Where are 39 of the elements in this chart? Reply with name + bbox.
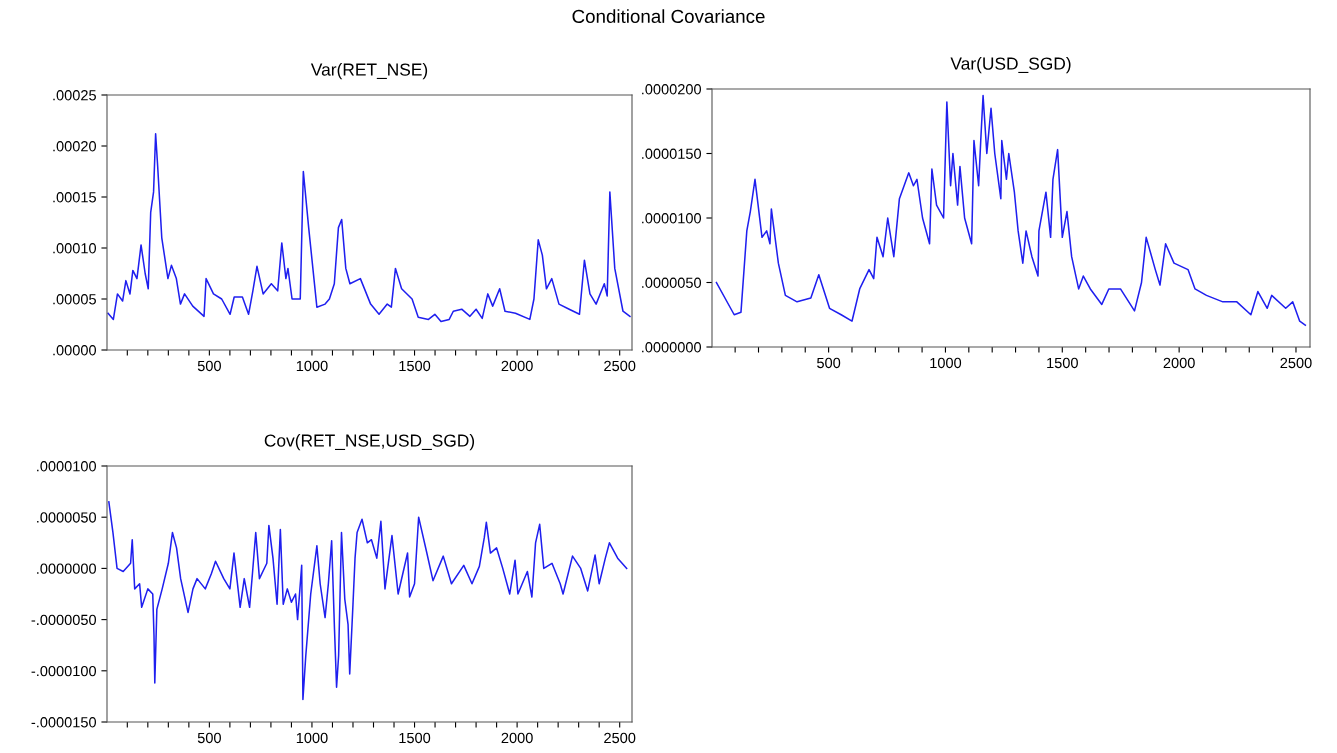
y-tick-label: .00010 <box>53 243 97 254</box>
x-tick-label: 1000 <box>296 360 328 372</box>
x-tick-label: 1500 <box>1047 357 1078 369</box>
x-tick-label: 1000 <box>296 732 328 744</box>
y-tick-label: .00000 <box>53 345 97 356</box>
y-tick-label: .0000200 <box>642 84 702 95</box>
x-tick-label: 1000 <box>930 357 962 369</box>
x-tick-label: 2500 <box>604 732 636 744</box>
line-series <box>715 94 1307 326</box>
y-tick-label: -.0000150 <box>31 717 97 728</box>
text: Conditional Covariance <box>572 9 765 24</box>
y-tick-label: .00025 <box>53 90 96 101</box>
line-series <box>107 132 631 323</box>
y-tick-label: .0000150 <box>642 148 702 159</box>
x-tick-label: 2000 <box>501 360 533 372</box>
x-tick-label: 2000 <box>501 732 533 744</box>
chart-title: Cov(RET_NSE,USD_SGD) <box>264 433 475 451</box>
line-series <box>108 501 628 701</box>
x-tick-label: 500 <box>197 360 221 372</box>
chart-title: Var(USD_SGD) <box>950 56 1071 74</box>
y-tick-label: .0000000 <box>37 563 97 574</box>
y-tick-label: .00020 <box>53 141 97 152</box>
y-tick-label: .00005 <box>53 294 96 305</box>
chart-title: Var(RET_NSE) <box>310 62 428 80</box>
x-tick-label: 2500 <box>1280 357 1312 369</box>
x-tick-label: 2000 <box>1163 357 1195 369</box>
x-tick-label: 1500 <box>399 732 431 744</box>
x-tick-label: 500 <box>197 732 221 744</box>
x-tick-label: 1500 <box>399 360 431 372</box>
y-tick-label: .0000000 <box>642 342 702 353</box>
y-tick-label: -.0000050 <box>31 614 97 626</box>
x-tick-label: 500 <box>817 357 841 369</box>
y-tick-label: -.0000100 <box>31 665 97 677</box>
y-tick-label: .00015 <box>53 192 96 203</box>
y-tick-label: .0000050 <box>37 512 97 523</box>
x-tick-label: 2500 <box>604 360 636 372</box>
y-tick-label: .0000050 <box>642 277 702 288</box>
y-tick-label: .0000100 <box>642 213 702 224</box>
y-tick-label: .0000100 <box>37 461 97 472</box>
